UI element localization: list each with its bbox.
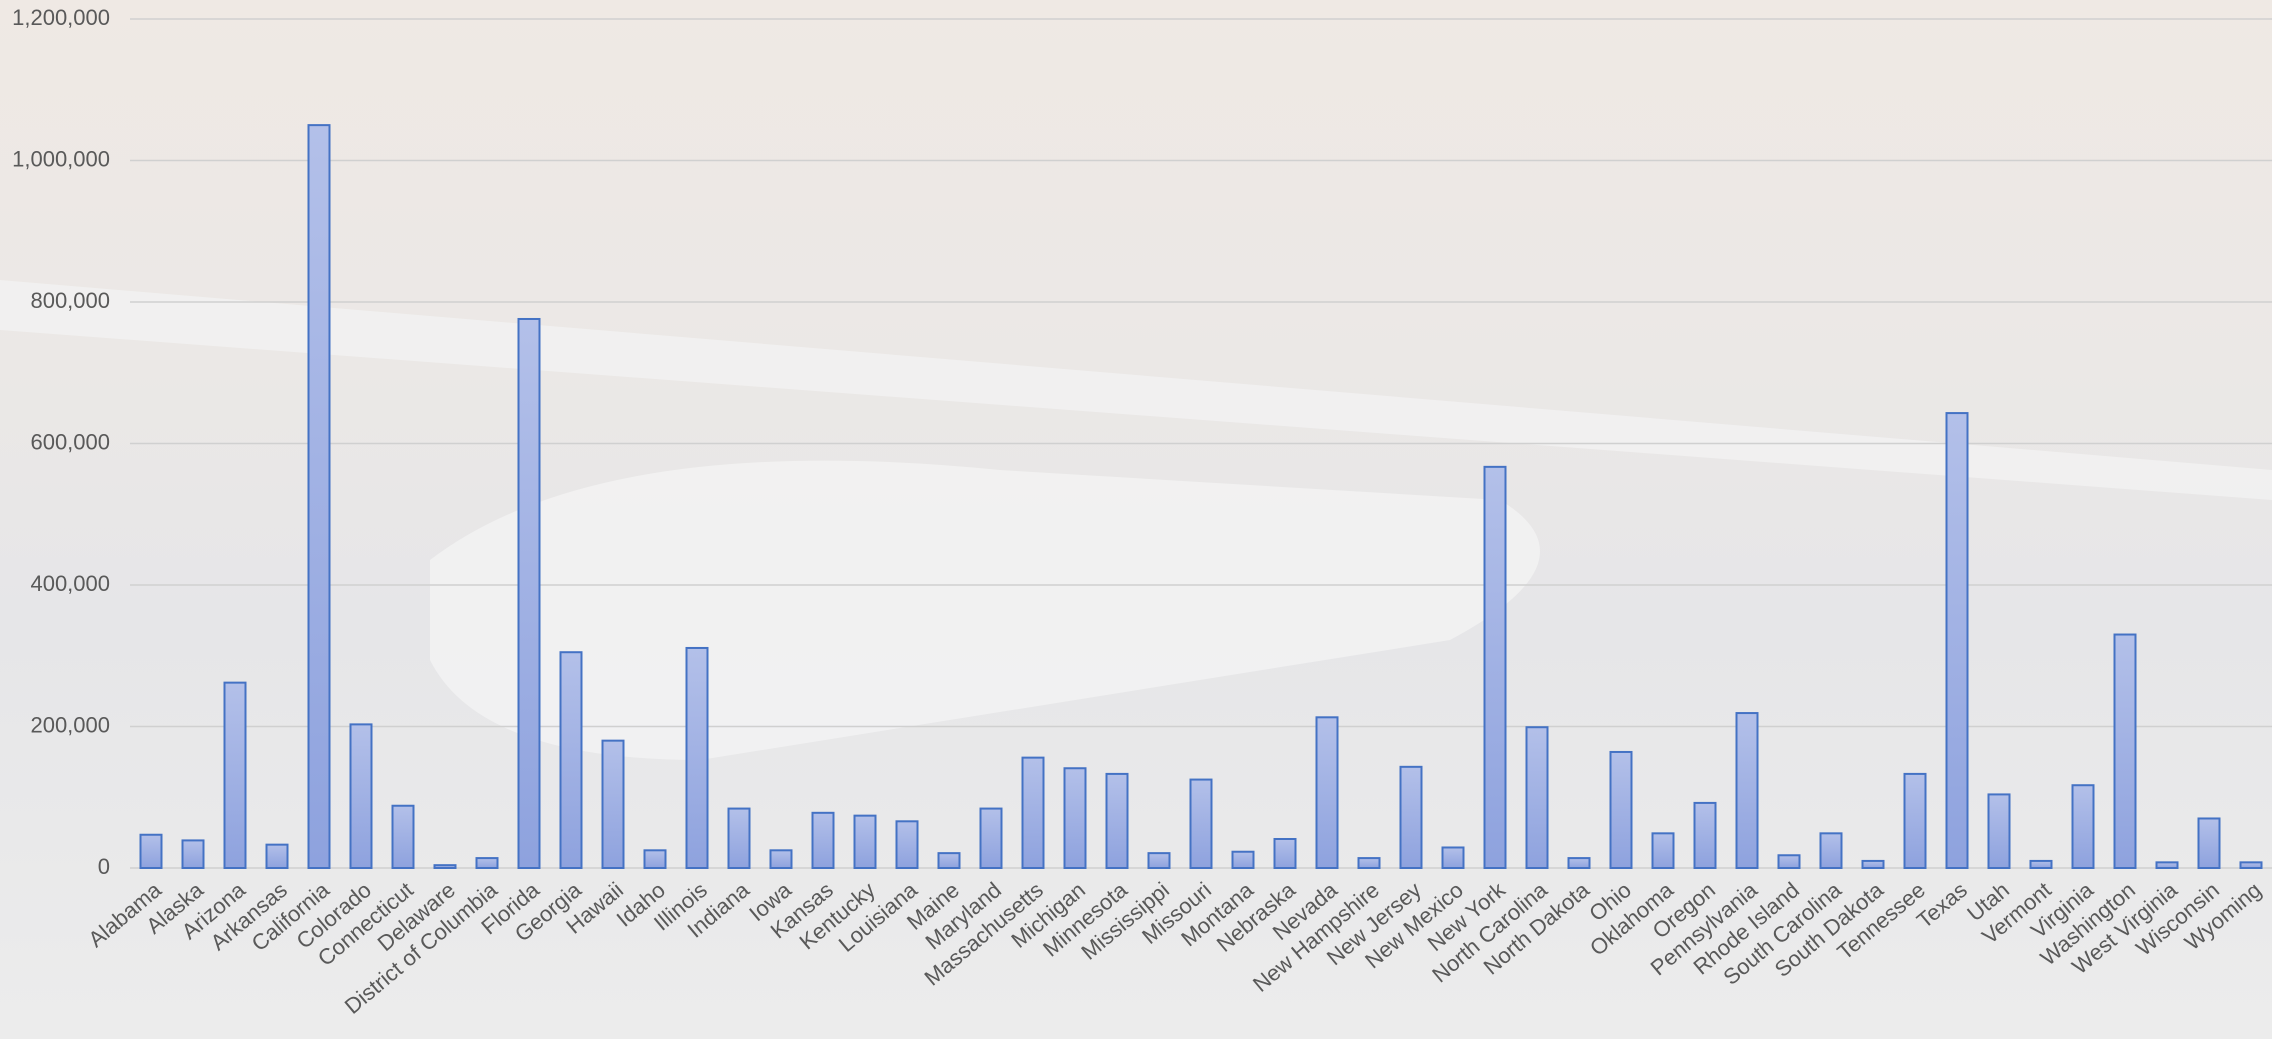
- bar: [1443, 847, 1464, 868]
- bar: [1653, 833, 1674, 868]
- bar: [981, 809, 1002, 868]
- y-tick-label: 200,000: [30, 712, 110, 737]
- bar: [645, 850, 666, 868]
- bar: [393, 806, 414, 868]
- chart: 0 200,000 400,000 600,000 800,000 1,000,000 1,…: [0, 0, 2272, 1039]
- bar: [1023, 758, 1044, 868]
- bar: [813, 813, 834, 868]
- y-tick-label: 400,000: [30, 571, 110, 596]
- bar: [2157, 862, 2178, 868]
- bar: [1527, 727, 1548, 868]
- bar: [519, 319, 540, 868]
- y-tick-label: 1,200,000: [12, 5, 110, 30]
- bar: [2115, 635, 2136, 868]
- bar: [897, 821, 918, 868]
- y-tick-label: 800,000: [30, 288, 110, 313]
- bar: [771, 850, 792, 868]
- bar: [435, 865, 456, 868]
- bar: [729, 809, 750, 868]
- bar: [1233, 852, 1254, 868]
- bar: [141, 835, 162, 868]
- y-tick-label: 0: [98, 854, 110, 879]
- bar: [1737, 713, 1758, 868]
- bar: [1275, 839, 1296, 868]
- bar: [351, 724, 372, 868]
- bar: [2073, 785, 2094, 868]
- bar: [1947, 413, 1968, 868]
- bar: [1107, 774, 1128, 868]
- bar: [939, 853, 960, 868]
- bar: [1317, 717, 1338, 868]
- bar: [1065, 768, 1086, 868]
- bar: [2199, 818, 2220, 868]
- y-tick-label: 1,000,000: [12, 146, 110, 171]
- bar: [687, 648, 708, 868]
- bar: [477, 858, 498, 868]
- bar: [1695, 803, 1716, 868]
- bar: [1401, 767, 1422, 868]
- bar: [267, 845, 288, 868]
- bar: [855, 816, 876, 868]
- bar: [183, 840, 204, 868]
- bar: [1485, 467, 1506, 868]
- bar: [1149, 853, 1170, 868]
- bar: [2241, 862, 2262, 868]
- bar: [225, 683, 246, 868]
- bar: [1989, 794, 2010, 868]
- bar: [1779, 855, 1800, 868]
- bar: [603, 741, 624, 868]
- bar: [1611, 752, 1632, 868]
- bar: [309, 125, 330, 868]
- page: {"chart_data": {"type": "bar", "categori…: [0, 0, 2272, 1039]
- bar: [561, 652, 582, 868]
- y-tick-label: 600,000: [30, 429, 110, 454]
- bar: [1191, 780, 1212, 868]
- bar: [1359, 858, 1380, 868]
- bar: [1569, 858, 1590, 868]
- bar: [1905, 774, 1926, 868]
- bar: [2031, 861, 2052, 868]
- bar: [1863, 861, 1884, 868]
- bar: [1821, 833, 1842, 868]
